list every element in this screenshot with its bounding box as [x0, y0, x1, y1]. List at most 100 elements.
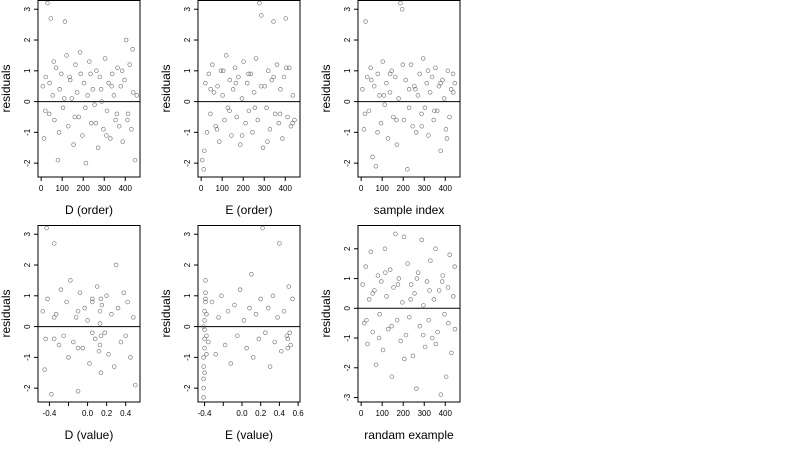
data-point — [232, 302, 237, 308]
data-point — [425, 68, 431, 74]
data-point — [407, 314, 412, 320]
data-point — [421, 303, 426, 308]
x-tick-label: 400 — [119, 184, 133, 193]
data-point — [94, 284, 100, 289]
data-point — [260, 145, 266, 151]
data-point — [281, 74, 287, 80]
data-point — [45, 0, 50, 6]
y-axis-title: residuals — [159, 64, 173, 112]
y-tick-label: 0 — [343, 306, 352, 311]
data-point — [395, 282, 401, 287]
data-point — [125, 299, 130, 305]
data-point — [204, 352, 209, 357]
data-point — [235, 333, 240, 339]
data-point — [220, 68, 226, 74]
data-point — [366, 108, 372, 114]
data-point — [419, 111, 424, 117]
data-point — [275, 315, 280, 320]
data-point — [377, 311, 382, 317]
data-point — [440, 273, 446, 278]
data-point — [130, 47, 135, 52]
data-point — [370, 329, 375, 335]
y-tick-label: 2 — [23, 37, 32, 42]
x-tick-label: 0.2 — [101, 409, 113, 418]
data-point — [405, 261, 410, 266]
data-point — [43, 74, 49, 80]
data-point — [206, 71, 211, 77]
data-point — [400, 300, 405, 305]
data-point — [382, 102, 387, 107]
data-point — [438, 392, 444, 397]
data-point — [199, 157, 205, 163]
data-point — [452, 80, 457, 86]
data-point — [88, 71, 93, 77]
x-axis-title: sample index — [374, 203, 445, 217]
data-point — [98, 333, 104, 339]
data-point — [272, 111, 278, 117]
data-point — [445, 68, 451, 74]
data-point — [393, 231, 398, 237]
data-point — [243, 120, 248, 126]
data-point — [123, 37, 129, 43]
data-point — [417, 323, 423, 329]
data-point — [414, 276, 420, 281]
data-point — [427, 288, 432, 293]
data-point — [391, 285, 396, 290]
data-point — [396, 96, 401, 101]
data-point — [106, 352, 111, 357]
x-tick-label: 100 — [56, 184, 70, 193]
data-point — [422, 105, 428, 110]
x-tick-label: 0.6 — [293, 409, 305, 418]
data-point — [420, 56, 426, 61]
data-point — [380, 59, 386, 64]
data-point — [202, 327, 207, 332]
data-point — [219, 293, 224, 299]
data-point — [451, 294, 456, 299]
data-point — [201, 376, 206, 382]
data-point — [97, 321, 103, 326]
data-point — [387, 267, 393, 272]
data-point — [362, 111, 368, 117]
data-point — [283, 16, 288, 21]
data-point — [201, 167, 206, 172]
data-point — [104, 133, 109, 138]
data-point — [233, 80, 239, 86]
y-axis-title: residuals — [0, 289, 13, 337]
data-point — [452, 264, 457, 269]
data-point — [232, 65, 238, 70]
data-point — [422, 344, 428, 350]
data-point — [85, 318, 90, 323]
data-point — [50, 93, 55, 98]
data-point — [241, 318, 247, 323]
data-point — [375, 130, 380, 135]
data-point — [265, 305, 271, 311]
x-tick-label: 100 — [376, 409, 390, 418]
data-point — [256, 336, 262, 342]
data-point — [82, 305, 87, 311]
data-point — [246, 71, 251, 77]
data-point — [44, 225, 49, 231]
data-point — [77, 290, 83, 295]
data-point — [370, 154, 375, 160]
data-point — [92, 336, 98, 342]
data-point — [88, 120, 94, 126]
data-point — [253, 56, 259, 61]
scatter-panel-3: 0 100 200 300 400 -2 -1 0 1 2 3 sample index residua… — [319, 0, 461, 217]
data-point — [389, 323, 394, 329]
data-point — [284, 65, 289, 70]
data-point — [87, 361, 92, 366]
data-point — [394, 317, 400, 323]
plot-frame — [197, 0, 301, 178]
x-tick-label: 300 — [98, 184, 112, 193]
data-point — [419, 123, 424, 129]
data-point — [83, 160, 89, 166]
data-point — [391, 114, 396, 120]
data-point — [201, 364, 206, 369]
data-point — [408, 62, 414, 67]
data-point — [249, 272, 254, 277]
x-tick-label: -0.4 — [43, 409, 57, 418]
data-point — [66, 355, 71, 360]
y-tick-label: 1 — [23, 68, 32, 73]
y-tick-label: -1 — [183, 353, 192, 361]
data-point — [271, 74, 276, 80]
